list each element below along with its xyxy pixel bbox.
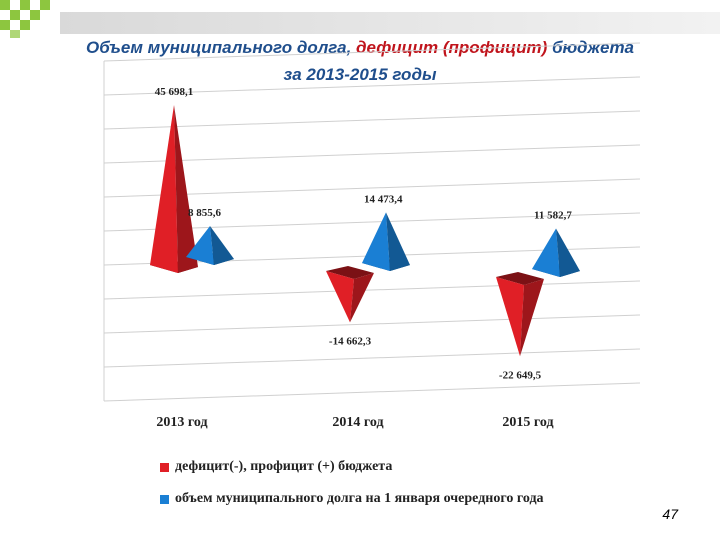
data-label: 8 855,6 xyxy=(188,207,222,219)
legend-swatch-red xyxy=(160,462,169,472)
data-label: 11 582,7 xyxy=(534,209,572,221)
gridline xyxy=(103,178,641,198)
pyramid-face xyxy=(150,105,178,273)
legend-swatch-blue xyxy=(160,494,169,504)
gridline xyxy=(103,314,641,334)
data-label: 45 698,1 xyxy=(155,86,194,98)
pyramid-face xyxy=(210,225,234,265)
gridline xyxy=(103,76,641,96)
title-part-3: бюджета xyxy=(547,38,635,57)
legend-label: объем муниципального долга на 1 января о… xyxy=(175,491,544,506)
pyramid-face xyxy=(386,212,410,271)
category-label: 2013 год xyxy=(156,415,207,430)
pyramid-face xyxy=(532,228,560,277)
title-part-2: дефицит (профицит) xyxy=(356,38,548,57)
legend-item: объем муниципального долга на 1 января о… xyxy=(160,488,544,510)
data-label: -22 649,5 xyxy=(499,369,542,381)
title-part-1: Объем муниципального долга, xyxy=(85,38,357,57)
data-label: 14 473,4 xyxy=(364,193,403,205)
gridline xyxy=(103,42,641,62)
gridline xyxy=(103,382,641,402)
legend-item: дефицит(-), профицит (+) бюджета xyxy=(160,456,544,478)
category-label: 2014 год xyxy=(332,415,383,430)
pyramid-face xyxy=(350,273,374,323)
pyramid-face xyxy=(520,279,544,357)
pyramid-face xyxy=(186,225,214,265)
page-number: 47 xyxy=(662,506,678,522)
gridline xyxy=(103,212,641,232)
pyramid-face xyxy=(496,277,524,357)
pyramid-face xyxy=(326,271,354,323)
pyramid-face xyxy=(174,105,198,273)
page-title: Объем муниципального долга, дефицит (про… xyxy=(40,34,680,88)
gridline xyxy=(103,144,641,164)
pyramid-face xyxy=(556,228,580,277)
pyramid-face xyxy=(362,212,390,271)
gridline xyxy=(103,110,641,130)
category-label: 2015 год xyxy=(502,415,553,430)
gridline xyxy=(103,348,641,368)
gridline xyxy=(103,280,641,300)
data-label: -14 662,3 xyxy=(329,335,372,347)
header-band xyxy=(60,12,720,34)
title-line-2: за 2013-2015 годы xyxy=(283,65,437,84)
pyramid-base xyxy=(496,272,544,285)
pyramid-base xyxy=(326,266,374,279)
legend-label: дефицит(-), профицит (+) бюджета xyxy=(175,459,393,474)
chart-legend: дефицит(-), профицит (+) бюджета объем м… xyxy=(160,456,544,520)
corner-decoration xyxy=(0,0,50,38)
